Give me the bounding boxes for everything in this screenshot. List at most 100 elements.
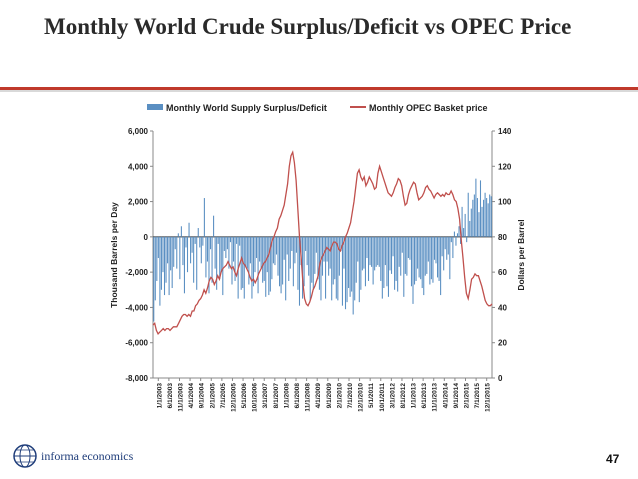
surplus-bar xyxy=(220,236,222,273)
surplus-bar xyxy=(232,236,235,262)
legend-line-label: Monthly OPEC Basket price xyxy=(369,103,488,113)
surplus-bar xyxy=(360,236,362,290)
surplus-bar xyxy=(366,236,368,259)
surplus-bar xyxy=(417,236,419,269)
surplus-bar xyxy=(467,192,469,237)
y-left-axis-label: Thousand Barrels per Day xyxy=(109,202,119,308)
surplus-bar xyxy=(429,236,431,285)
slide-title: Monthly World Crude Surplus/Deficit vs O… xyxy=(44,14,572,39)
surplus-bar xyxy=(489,194,491,237)
surplus-bar xyxy=(430,236,432,280)
x-tick-label: 6/1/2003 xyxy=(167,383,174,409)
surplus-bar xyxy=(179,236,181,280)
surplus-bar xyxy=(415,236,417,281)
surplus-bar xyxy=(312,236,314,290)
surplus-bar xyxy=(213,215,215,237)
x-tick-label: 10/1/2011 xyxy=(379,383,386,412)
surplus-bar xyxy=(371,236,373,267)
surplus-bar xyxy=(268,236,270,296)
x-tick-label: 12/1/2015 xyxy=(485,383,492,412)
surplus-bar xyxy=(380,236,382,281)
surplus-bar xyxy=(358,236,360,303)
surplus-bar xyxy=(239,236,241,246)
surplus-bar xyxy=(449,236,451,280)
surplus-bar xyxy=(153,236,155,322)
surplus-bar xyxy=(196,236,198,290)
surplus-bar xyxy=(303,236,305,287)
surplus-bar xyxy=(338,236,340,276)
surplus-bar xyxy=(487,203,489,237)
surplus-bar xyxy=(476,198,478,237)
y-right-tick-label: 60 xyxy=(498,268,507,277)
surplus-bar xyxy=(367,236,370,281)
surplus-bar xyxy=(473,194,475,237)
surplus-bar xyxy=(363,236,365,269)
surplus-bar xyxy=(458,226,460,237)
x-tick-label: 12/1/2005 xyxy=(230,383,237,412)
x-tick-label: 12/1/2010 xyxy=(358,383,365,412)
x-tick-label: 8/1/2012 xyxy=(400,383,407,409)
x-tick-label: 2/1/2010 xyxy=(336,383,343,409)
y-right-tick-label: 40 xyxy=(498,303,507,312)
y-right-tick-label: 80 xyxy=(498,233,507,242)
surplus-bar xyxy=(190,236,192,264)
y-left-tick-label: 4,000 xyxy=(128,162,149,171)
chart-legend: Monthly World Supply Surplus/Deficit Mon… xyxy=(147,103,488,113)
surplus-bar xyxy=(252,236,255,287)
title-divider-shadow xyxy=(0,90,638,92)
x-tick-label: 6/1/2013 xyxy=(421,383,428,409)
surplus-bar xyxy=(326,236,328,262)
surplus-bar xyxy=(228,236,230,269)
x-tick-label: 2/1/2015 xyxy=(464,383,471,409)
x-tick-label: 5/1/2006 xyxy=(241,383,248,409)
surplus-bar xyxy=(406,236,408,276)
surplus-bar xyxy=(343,236,345,269)
surplus-bar xyxy=(167,236,169,264)
surplus-bar xyxy=(461,206,463,237)
surplus-bar xyxy=(328,236,330,276)
surplus-bar xyxy=(295,236,297,253)
surplus-bar xyxy=(208,236,210,294)
x-tick-label: 7/1/2015 xyxy=(474,383,481,409)
surplus-bar xyxy=(444,236,446,250)
surplus-bar xyxy=(407,236,409,259)
surplus-bar xyxy=(418,236,420,278)
x-tick-label: 4/1/2014 xyxy=(442,383,449,409)
surplus-bar xyxy=(460,236,462,244)
surplus-bar xyxy=(384,236,386,266)
x-tick-label: 1/1/2003 xyxy=(156,383,163,409)
surplus-bar xyxy=(481,206,483,237)
plot-area: 6,000 4,000 2,000 0 -2,000 -4,000 -6,000 -8,000… xyxy=(125,127,512,412)
surplus-bar xyxy=(283,236,285,260)
surplus-bar xyxy=(246,236,248,269)
surplus-bar xyxy=(154,236,156,301)
x-tick-label: 9/1/2004 xyxy=(199,383,206,409)
surplus-bar xyxy=(341,236,343,306)
surplus-bar xyxy=(231,236,233,285)
surplus-bar xyxy=(282,236,284,285)
y-left-tick-label: -8,000 xyxy=(125,374,148,383)
surplus-bar xyxy=(389,236,391,271)
surplus-bar xyxy=(249,236,251,264)
surplus-bar xyxy=(211,236,213,283)
surplus-bar xyxy=(484,192,486,237)
surplus-bar xyxy=(361,236,363,271)
surplus-bar xyxy=(409,236,411,260)
surplus-bar xyxy=(332,236,334,285)
surplus-bar xyxy=(288,236,290,281)
surplus-bar xyxy=(352,236,354,315)
surplus-bar xyxy=(199,236,201,248)
surplus-bar xyxy=(469,220,471,237)
surplus-bar xyxy=(320,236,322,301)
surplus-bar xyxy=(311,236,313,283)
surplus-bar xyxy=(272,236,274,264)
surplus-bar xyxy=(197,228,199,237)
y-left-tick-label: -4,000 xyxy=(125,303,148,312)
surplus-bar xyxy=(478,212,480,237)
x-tick-label: 7/1/2005 xyxy=(220,383,227,409)
surplus-bar xyxy=(202,236,204,246)
surplus-bar xyxy=(170,236,172,271)
x-tick-label: 3/1/2007 xyxy=(262,383,269,409)
y-right-tick-label: 140 xyxy=(498,127,512,136)
surplus-bar xyxy=(315,236,317,253)
